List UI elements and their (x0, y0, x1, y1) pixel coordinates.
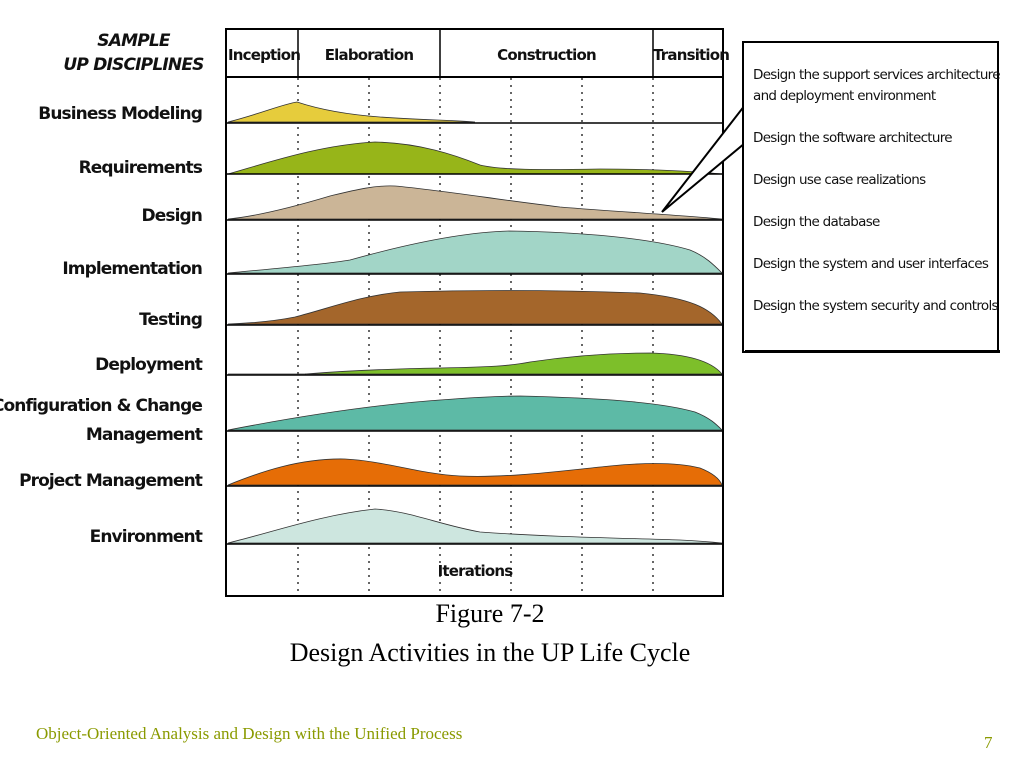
discipline-label: Deployment (95, 355, 203, 375)
deployment-hump (304, 352, 723, 375)
callout-shadow (745, 350, 1000, 353)
iterations-label: Iterations (437, 562, 513, 580)
requirements-hump (227, 141, 723, 175)
discipline-label: Environment (89, 527, 203, 547)
phase-transition: Transition (653, 46, 730, 64)
environment-hump (227, 508, 723, 544)
design-activity: Design the system and user interfaces (753, 256, 989, 272)
design-activity: Design the software architecture (753, 130, 953, 146)
figure-caption: Design Activities in the UP Life Cycle (289, 638, 691, 667)
design-activity: and deployment environment (753, 88, 936, 104)
design-activity: Design the database (753, 214, 880, 230)
design-activity: Design the support services architecture (753, 67, 1001, 83)
design-activity: Design the system security and controls (753, 298, 999, 314)
design-hump (227, 185, 723, 220)
chart-frame (225, 28, 724, 597)
discipline-label: Project Management (19, 471, 203, 491)
implementation-hump (227, 230, 723, 274)
business-modeling-hump (227, 101, 476, 123)
testing-hump (227, 290, 723, 325)
figure-number: Figure 7-2 (435, 599, 545, 628)
discipline-label: Requirements (78, 158, 203, 178)
discipline-label: Design (141, 206, 203, 226)
design-activity: Design use case realizations (753, 172, 926, 188)
project-management-hump (227, 458, 723, 486)
phase-inception: Inception (228, 46, 301, 64)
disciplines-header-line2: UP DISCIPLINES (63, 55, 204, 75)
discipline-label: Implementation (62, 259, 203, 279)
callout-pointer (661, 102, 746, 213)
discipline-label: Configuration & Change (0, 396, 203, 416)
config-change-mgmt-hump (227, 395, 723, 431)
discipline-label: Business Modeling (38, 104, 203, 124)
row-separators (226, 122, 723, 545)
footer-course-title: Object-Oriented Analysis and Design with… (36, 724, 463, 743)
disciplines-header-line1: SAMPLE (97, 31, 170, 51)
callout-box (742, 41, 999, 353)
phase-elaboration: Elaboration (324, 46, 414, 64)
discipline-label: Testing (139, 310, 203, 330)
phase-construction: Construction (497, 46, 597, 64)
discipline-label-line2: Management (85, 425, 203, 445)
page-number: 7 (984, 733, 993, 752)
